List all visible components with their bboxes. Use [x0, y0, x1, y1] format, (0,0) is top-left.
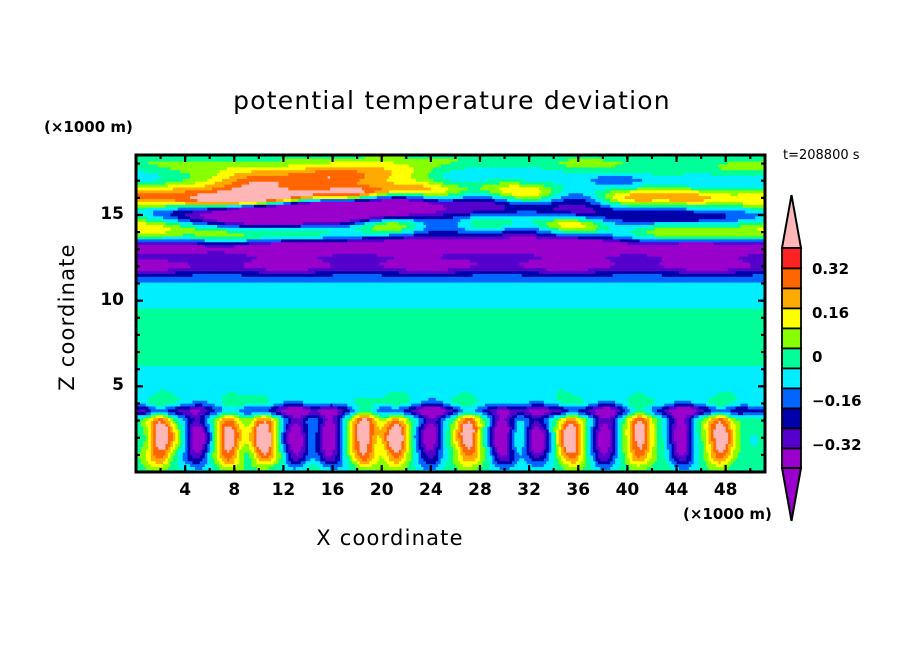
plot-frame — [134, 153, 767, 474]
x-tick-label: 24 — [419, 480, 443, 500]
x-tick-label: 40 — [615, 480, 640, 500]
x-tick-label: 44 — [664, 480, 689, 500]
x-tick-label: 8 — [228, 480, 241, 500]
colorbar-tick-label: −0.16 — [812, 392, 862, 410]
x-tick-label: 16 — [320, 480, 345, 500]
colorbar-tick-label: 0.32 — [812, 260, 850, 278]
x-tick-label: 48 — [713, 480, 738, 500]
colorbar-tick-label: 0.16 — [812, 304, 850, 322]
x-tick-label: 28 — [468, 480, 492, 500]
colorbar-tick-label: 0 — [812, 348, 823, 366]
x-tick-label: 36 — [566, 480, 591, 500]
y-tick-label: 5 — [112, 375, 124, 396]
x-tick-label: 4 — [179, 480, 192, 500]
colorbar-tick-label: −0.32 — [812, 436, 862, 454]
colorbar — [780, 194, 803, 522]
x-axis-unit-label: (×1000 m) — [683, 505, 772, 523]
contour-field — [136, 155, 765, 472]
x-tick-label: 20 — [369, 480, 394, 500]
x-axis-title: X coordinate — [316, 526, 464, 550]
y-tick-label: 10 — [100, 289, 124, 310]
y-axis-unit-label: (×1000 m) — [44, 118, 133, 136]
x-tick-label: 12 — [271, 480, 296, 500]
y-tick-label: 15 — [100, 203, 124, 224]
x-tick-label: 32 — [517, 480, 541, 500]
page-title: potential temperature deviation — [233, 86, 671, 115]
time-annotation: t=208800 s — [783, 148, 860, 163]
